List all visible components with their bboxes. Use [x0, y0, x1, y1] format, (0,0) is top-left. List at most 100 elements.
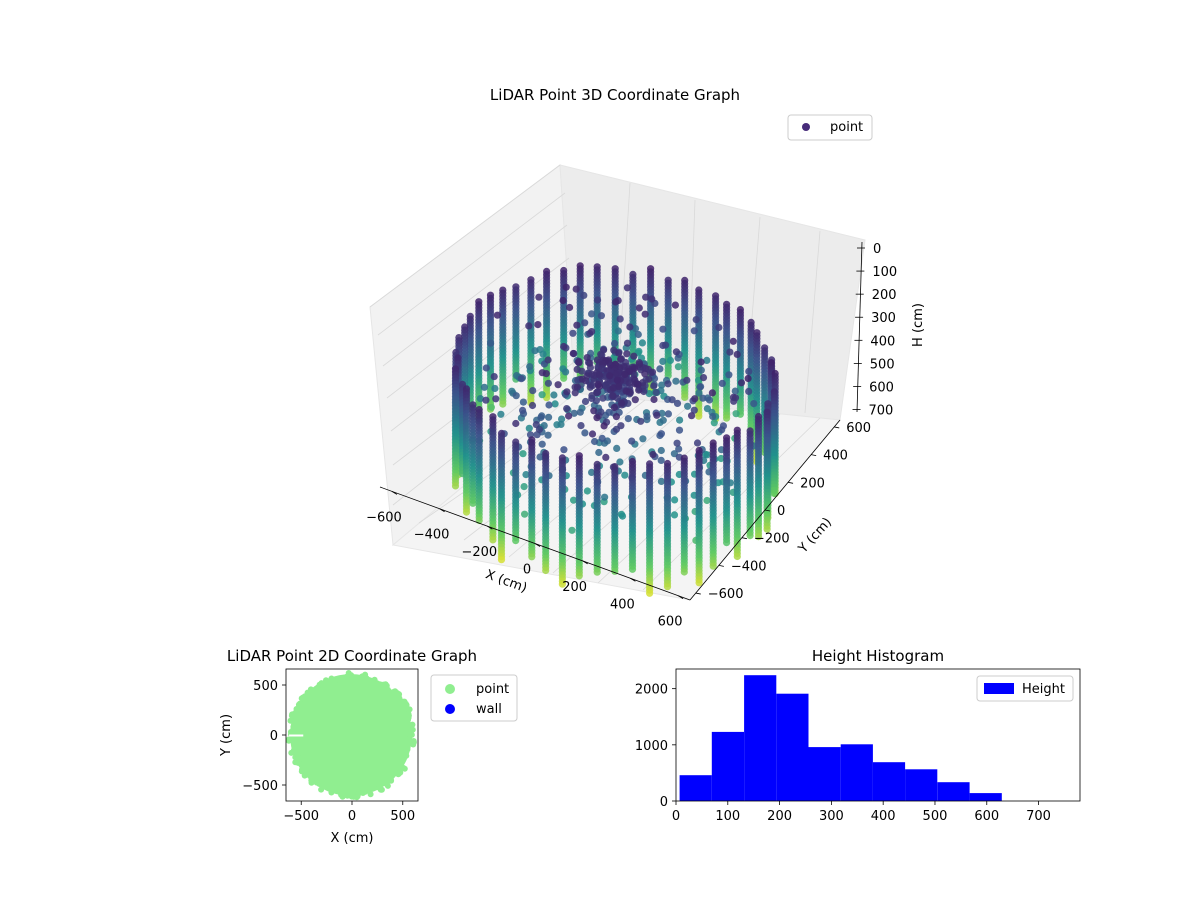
point-3d [519, 406, 527, 414]
point-3d [492, 395, 500, 403]
point-3d [586, 359, 594, 367]
point-3d [628, 565, 637, 573]
x-tick-hist: 100 [715, 801, 740, 824]
legend-label-height: Height [1022, 682, 1065, 697]
x-tick-2d: −500 [283, 801, 319, 824]
point-3d [648, 368, 657, 376]
grid-line [804, 230, 821, 414]
x-tick-label: −500 [283, 809, 319, 824]
point-2d [395, 770, 402, 777]
z-axis-line [856, 241, 863, 413]
point-3d [531, 347, 539, 355]
point-3d [675, 445, 683, 453]
point-3d [522, 471, 530, 479]
point-3d [634, 330, 642, 339]
x-tick-mark [439, 508, 445, 513]
point-3d [489, 536, 497, 544]
point-3d [630, 352, 638, 360]
y-tick-label: 0 [660, 795, 668, 810]
hist-bar [937, 782, 970, 801]
point-3d [575, 572, 583, 580]
point-3d [598, 434, 606, 442]
point-3d [560, 446, 568, 454]
legend-label-wall: wall [476, 702, 502, 717]
point-3d [560, 374, 568, 382]
point-3d [615, 383, 623, 391]
x-tick-label: −200 [461, 545, 497, 560]
point-3d [690, 406, 698, 414]
z-tick-3d: 200 [855, 288, 897, 303]
point-3d [703, 496, 711, 505]
point-3d [730, 397, 738, 405]
point-3d [562, 283, 570, 291]
point-3d [597, 350, 605, 358]
grid-line [687, 199, 696, 402]
point-3d [490, 373, 498, 381]
point-3d [558, 580, 567, 588]
y-tick-label: 500 [253, 679, 278, 694]
z-tick-3d: 0 [857, 242, 881, 257]
point-3d [672, 377, 680, 385]
point-3d [609, 392, 617, 400]
point-3d [681, 393, 689, 401]
x-tick-3d: 400 [610, 577, 636, 612]
point-3d [623, 350, 631, 358]
x-tick-hist: 200 [767, 801, 792, 824]
point-3d [512, 392, 520, 400]
legend-label-point: point [476, 682, 509, 697]
point-2d [350, 793, 357, 800]
point-3d [583, 487, 592, 495]
x-tick-mark [582, 560, 588, 565]
point-3d [545, 401, 553, 409]
point-3d [525, 322, 533, 330]
hist-bar [711, 731, 744, 801]
point-3d [568, 526, 576, 534]
x-tick-label: 500 [390, 809, 415, 824]
y-tick-label: −200 [754, 532, 790, 547]
point-3d [732, 410, 740, 418]
point-3d [699, 394, 707, 402]
x-tick-label: 200 [562, 580, 587, 595]
point-3d [517, 375, 525, 383]
point-3d [596, 371, 604, 379]
y-tick-mark [787, 481, 794, 484]
chart3d-zlabel: H (cm) [911, 303, 926, 347]
point-3d [645, 375, 653, 383]
point-3d [595, 448, 603, 457]
x-tick-2d: 500 [390, 801, 415, 824]
point-3d [703, 451, 711, 459]
point-3d [571, 389, 579, 397]
point-3d [646, 589, 654, 597]
y-tick-hist: 0 [660, 795, 676, 810]
point-2d [287, 717, 294, 724]
point-3d [708, 389, 717, 397]
point-3d [670, 511, 679, 519]
y-tick-label: 600 [846, 421, 871, 436]
x-tick-3d: 0 [523, 543, 541, 578]
point-3d [731, 387, 739, 395]
point-3d [605, 408, 613, 416]
point-3d [600, 422, 608, 430]
legend-marker-point [445, 684, 455, 694]
point-3d [723, 414, 731, 422]
point-3d [659, 416, 667, 424]
y-tick-2d: 0 [270, 729, 286, 744]
x-tick-label: −400 [414, 528, 450, 543]
point-3d [657, 456, 665, 464]
point-3d [622, 387, 631, 395]
point-cloud-2d [286, 670, 417, 801]
point-3d [609, 384, 617, 392]
point-3d [529, 387, 537, 395]
point-3d [487, 403, 495, 411]
point-3d [588, 468, 596, 476]
y-tick-label: 0 [270, 729, 278, 744]
hist-bar [969, 793, 1002, 801]
point-3d [673, 399, 682, 407]
point-2d [303, 767, 310, 774]
point-3d [690, 327, 698, 335]
z-tick-3d: 600 [853, 380, 894, 395]
point-2d [384, 686, 391, 693]
hist-bars [679, 675, 1002, 801]
y-tick-2d: 500 [253, 679, 286, 694]
point-3d [569, 349, 577, 358]
